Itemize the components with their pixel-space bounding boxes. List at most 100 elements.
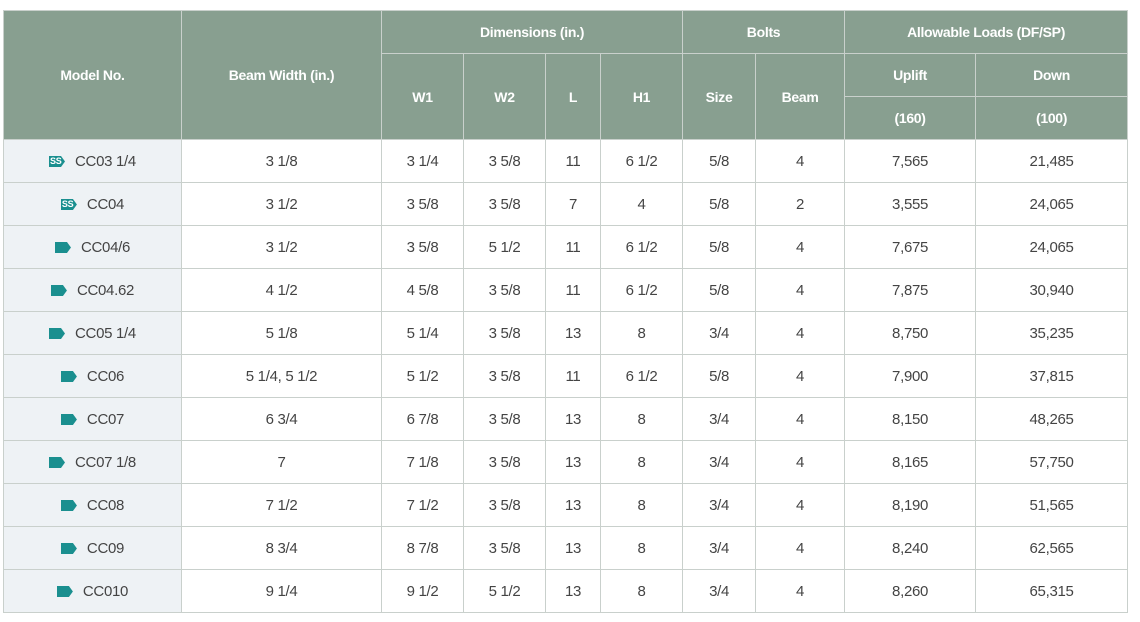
model-number: CC08	[86, 496, 125, 514]
model-number: CC04	[86, 195, 125, 213]
cell-size: 5/8	[682, 354, 757, 398]
stainless-steel-icon: SS	[60, 199, 77, 211]
cell-beam: 4	[755, 397, 846, 441]
cell-size: 3/4	[682, 526, 757, 570]
header-loads: Allowable Loads (DF/SP)	[844, 10, 1129, 54]
tag-icon	[54, 242, 71, 254]
cell-down: 37,815	[975, 354, 1129, 398]
tag-icon	[60, 414, 77, 426]
cell-w2: 3 5/8	[463, 311, 546, 355]
cell-beam: 4	[755, 440, 846, 484]
cell-bw: 6 3/4	[181, 397, 382, 441]
cell-w2: 3 5/8	[463, 354, 546, 398]
cell-model: CC04.62	[3, 268, 182, 312]
table-row: SS CC04 3 1/2 3 5/8 3 5/8 7 4 5/8 2 3,555 24,065	[3, 182, 1129, 226]
cell-h1: 8	[599, 483, 684, 527]
cell-uplift: 8,165	[844, 440, 977, 484]
cell-w2: 3 5/8	[463, 483, 546, 527]
cell-l: 11	[545, 354, 601, 398]
cell-uplift: 7,565	[844, 139, 977, 183]
cell-w2: 3 5/8	[463, 268, 546, 312]
cell-w2: 5 1/2	[463, 225, 546, 269]
cell-size: 3/4	[682, 483, 757, 527]
tag-icon	[60, 500, 77, 512]
cell-l: 13	[545, 483, 601, 527]
cell-l: 13	[545, 526, 601, 570]
cell-h1: 8	[599, 526, 684, 570]
cell-model: CC05 1/4	[3, 311, 182, 355]
cell-down: 35,235	[975, 311, 1129, 355]
header-model: Model No.	[3, 10, 182, 140]
model-number: CC06	[86, 367, 125, 385]
cell-model: SS CC04	[3, 182, 182, 226]
cell-uplift: 8,150	[844, 397, 977, 441]
cell-beam: 4	[755, 268, 846, 312]
tag-icon	[49, 457, 65, 469]
model-number: CC04/6	[80, 238, 131, 256]
cell-size: 5/8	[682, 139, 757, 183]
table-row: CC07 1/8 7 7 1/8 3 5/8 13 8 3/4 4 8,165 57,750	[3, 440, 1129, 484]
cell-uplift: 7,875	[844, 268, 977, 312]
header-beam-width: Beam Width (in.)	[181, 10, 382, 140]
table-row: CC04.62 4 1/2 4 5/8 3 5/8 11 6 1/2 5/8 4 7,875 30…	[3, 268, 1129, 312]
cell-h1: 4	[599, 182, 684, 226]
model-number: CC07 1/8	[75, 453, 136, 471]
cell-h1: 8	[599, 569, 684, 613]
model-number: CC04.62	[76, 281, 135, 299]
cell-model: CC09	[3, 526, 182, 570]
stainless-steel-icon: SS	[49, 156, 65, 168]
cell-w1: 8 7/8	[381, 526, 464, 570]
header-w2: W2	[463, 53, 546, 140]
cell-size: 3/4	[682, 440, 757, 484]
cell-beam: 4	[755, 139, 846, 183]
table-row: CC06 5 1/4, 5 1/2 5 1/2 3 5/8 11 6 1/2 5/8 4 7,9…	[3, 354, 1129, 398]
cell-beam: 4	[755, 526, 846, 570]
cell-down: 57,750	[975, 440, 1129, 484]
cell-size: 3/4	[682, 569, 757, 613]
cell-l: 13	[545, 440, 601, 484]
tag-icon	[49, 328, 65, 340]
cell-model: SS CC03 1/4	[3, 139, 182, 183]
cell-l: 11	[545, 268, 601, 312]
table-row: SS CC03 1/4 3 1/8 3 1/4 3 5/8 11 6 1/2 5/8 4 7,56…	[3, 139, 1129, 183]
model-number: CC05 1/4	[75, 324, 136, 342]
cell-down: 62,565	[975, 526, 1129, 570]
cell-uplift: 7,675	[844, 225, 977, 269]
cell-l: 13	[545, 311, 601, 355]
cell-h1: 8	[599, 397, 684, 441]
cell-bw: 4 1/2	[181, 268, 382, 312]
cell-beam: 4	[755, 311, 846, 355]
cell-down: 48,265	[975, 397, 1129, 441]
cell-bw: 5 1/4, 5 1/2	[181, 354, 382, 398]
cell-model: CC010	[3, 569, 182, 613]
table-row: CC07 6 3/4 6 7/8 3 5/8 13 8 3/4 4 8,150 48,265	[3, 397, 1129, 441]
cell-down: 24,065	[975, 182, 1129, 226]
cell-w1: 9 1/2	[381, 569, 464, 613]
cell-h1: 8	[599, 440, 684, 484]
cell-w2: 3 5/8	[463, 397, 546, 441]
cell-w2: 3 5/8	[463, 440, 546, 484]
cell-beam: 4	[755, 483, 846, 527]
cell-w1: 3 1/4	[381, 139, 464, 183]
cell-l: 7	[545, 182, 601, 226]
cell-l: 11	[545, 139, 601, 183]
cell-bw: 8 3/4	[181, 526, 382, 570]
model-number: CC03 1/4	[75, 152, 136, 170]
table-row: CC08 7 1/2 7 1/2 3 5/8 13 8 3/4 4 8,190 51,565	[3, 483, 1129, 527]
cell-beam: 4	[755, 225, 846, 269]
model-number: CC09	[86, 539, 125, 557]
tag-icon	[60, 543, 77, 555]
table-row: CC04/6 3 1/2 3 5/8 5 1/2 11 6 1/2 5/8 4 7,675 24,…	[3, 225, 1129, 269]
cell-size: 5/8	[682, 225, 757, 269]
cell-model: CC08	[3, 483, 182, 527]
header-w1: W1	[381, 53, 464, 140]
cell-w2: 3 5/8	[463, 182, 546, 226]
cell-w1: 6 7/8	[381, 397, 464, 441]
cell-bw: 3 1/8	[181, 139, 382, 183]
cell-w2: 3 5/8	[463, 526, 546, 570]
table-row: CC05 1/4 5 1/8 5 1/4 3 5/8 13 8 3/4 4 8,750 35,23…	[3, 311, 1129, 355]
cell-bw: 5 1/8	[181, 311, 382, 355]
cell-model: CC07 1/8	[3, 440, 182, 484]
model-number: CC010	[82, 582, 129, 600]
cell-l: 13	[545, 569, 601, 613]
